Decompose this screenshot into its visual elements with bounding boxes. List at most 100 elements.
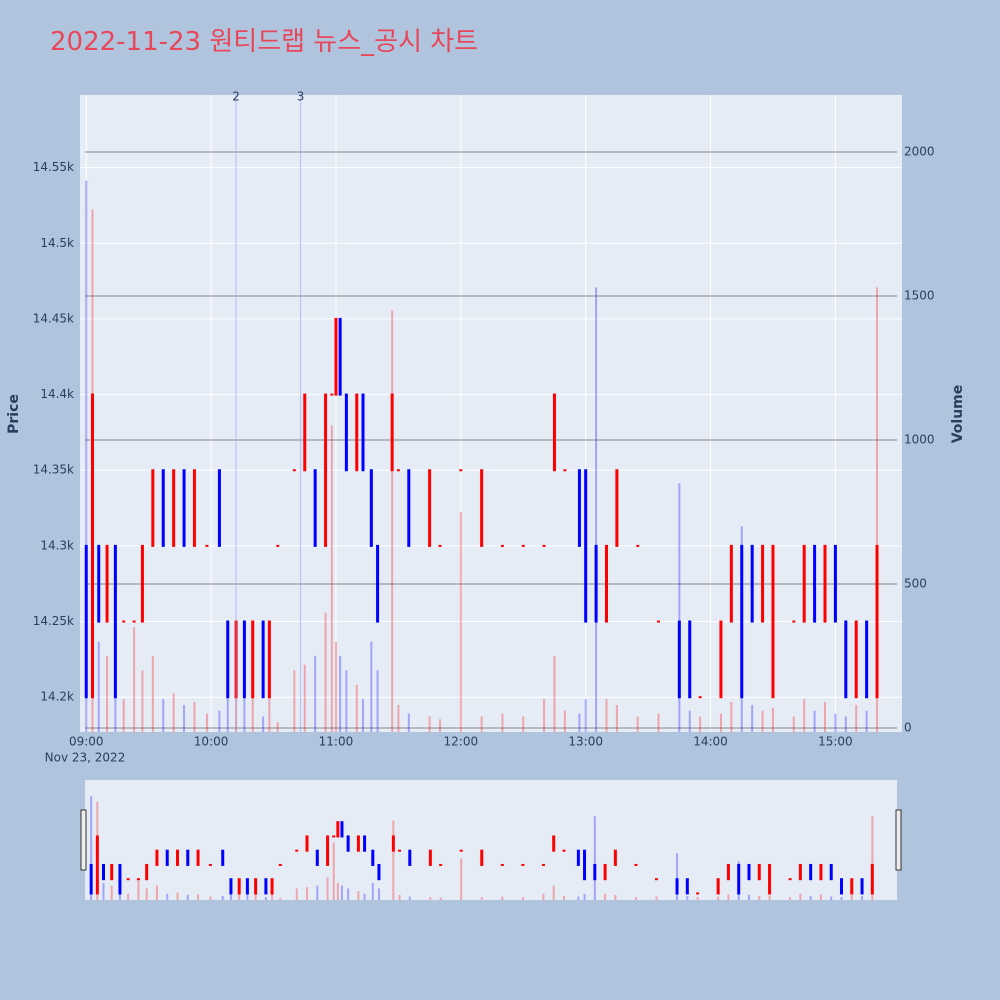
volume-bar (122, 699, 125, 732)
annotation-label: 2 (232, 90, 240, 104)
candle-body (576, 849, 580, 866)
candle-body (726, 863, 730, 881)
candle-body (315, 849, 319, 866)
volume-bar (761, 710, 764, 732)
volume-bar (407, 713, 410, 732)
volume-bar (391, 310, 394, 732)
candle-body (369, 469, 373, 547)
volume-bar (106, 655, 109, 732)
volume-bar (377, 888, 380, 900)
candle-body (593, 863, 597, 881)
candle-body (688, 620, 692, 699)
volume-bar (197, 894, 200, 900)
candle-body (192, 469, 196, 547)
volume-bar (584, 699, 587, 732)
volume-bar (398, 894, 401, 900)
volume-bar (730, 702, 733, 732)
volume-bar (176, 892, 179, 900)
candle-body (562, 849, 566, 852)
volume-bar (840, 897, 843, 900)
candle-body (221, 849, 225, 866)
x-tick-label: 15:00 (818, 735, 853, 749)
volume-bar (145, 888, 148, 900)
volume-bar (137, 880, 140, 900)
volume-bar (162, 699, 165, 732)
candle-body (324, 393, 328, 547)
candle-body (541, 863, 545, 866)
candle-body (839, 878, 843, 895)
candle-body (97, 544, 101, 623)
volume-bar (686, 895, 689, 900)
candle-body (355, 393, 359, 472)
candle-body (292, 469, 296, 472)
candle-body (636, 544, 640, 547)
volume-bar (85, 180, 88, 732)
volume-bar (577, 896, 580, 900)
volume-bar (243, 693, 246, 732)
volume-bar (439, 897, 442, 900)
candle-body (346, 835, 350, 852)
candle-body (719, 620, 723, 699)
candle-body (809, 863, 813, 881)
volume-bar (727, 894, 730, 900)
candle-body (95, 835, 99, 895)
volume-bar (562, 895, 565, 900)
volume-bar (480, 716, 483, 732)
y2-tick-label: 1500 (904, 289, 935, 303)
candle-body (229, 878, 233, 895)
candle-body (276, 544, 280, 547)
candle-body (480, 849, 484, 866)
volume-bar (429, 897, 432, 900)
volume-bar (855, 704, 858, 732)
candle-body (118, 863, 122, 895)
volume-bar (605, 699, 608, 732)
candle-body (132, 620, 136, 623)
range-handle[interactable] (895, 809, 902, 871)
volume-bar (696, 897, 699, 900)
candle-body (459, 849, 463, 852)
volume-bar (876, 287, 879, 732)
candle-body (407, 469, 411, 547)
candle-body (850, 878, 854, 895)
volume-bar (636, 716, 639, 732)
range-handle[interactable] (80, 809, 87, 871)
candle-body (865, 620, 869, 699)
volume-bar (279, 898, 282, 900)
volume-bar (719, 713, 722, 732)
volume-bar (332, 842, 335, 900)
candle-body (833, 544, 837, 623)
candle-body (303, 393, 307, 472)
volume-bar (789, 897, 792, 900)
volume-bar (268, 670, 271, 732)
volume-bar (758, 895, 761, 900)
candle-body (254, 878, 258, 895)
y2-tick-label: 0 (904, 720, 912, 734)
candle-body (603, 863, 607, 881)
candle-body (226, 620, 230, 699)
volume-bar (363, 893, 366, 900)
candle-body (654, 878, 658, 881)
candle-body (584, 469, 588, 623)
candle-body (205, 544, 209, 547)
volume-bar (238, 891, 241, 900)
volume-bar (339, 655, 342, 732)
volume-bar (141, 670, 144, 732)
volume-bar (834, 713, 837, 732)
candle-body (326, 835, 330, 866)
candle-body (698, 696, 702, 699)
range-slider[interactable] (85, 780, 897, 900)
candle-body (875, 544, 879, 699)
candle-body (338, 317, 342, 396)
candle-body (657, 620, 661, 623)
volume-bar (186, 894, 189, 900)
volume-bar (303, 664, 306, 732)
candle-body (126, 878, 130, 881)
volume-bar (276, 722, 279, 732)
x-tick-label: 12:00 (444, 735, 479, 749)
candle-body (500, 544, 504, 547)
volume-bar (306, 887, 309, 900)
volume-bar (371, 882, 374, 900)
candle-body (90, 393, 94, 699)
volume-bar (205, 713, 208, 732)
